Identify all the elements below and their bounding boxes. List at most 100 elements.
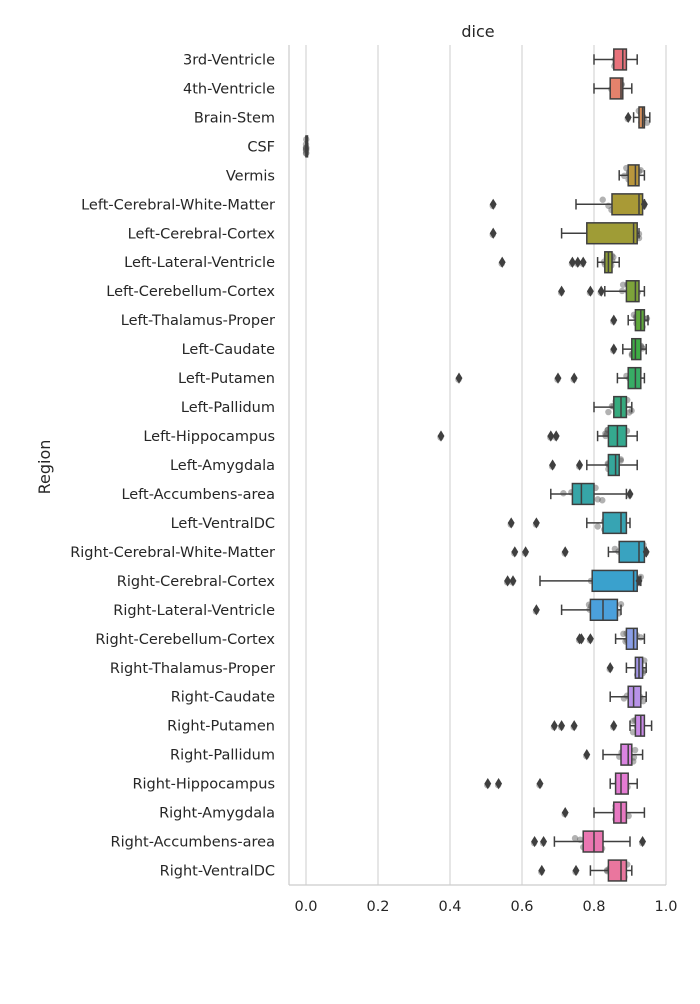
outlier-marker — [610, 720, 618, 732]
outlier-marker — [437, 430, 445, 442]
observation-point — [594, 523, 601, 530]
box-right-hippocampus — [484, 772, 638, 795]
y-tick-label: Right-Amygdala — [159, 806, 275, 822]
iqr-box — [618, 540, 646, 564]
outlier-marker — [532, 604, 540, 616]
outlier-marker — [554, 372, 562, 384]
outlier-marker — [642, 546, 650, 558]
y-tick-label: Left-Hippocampus — [143, 429, 275, 445]
y-tick-label: 4th-Ventricle — [183, 81, 275, 97]
y-tick-label: Left-VentralDC — [171, 516, 275, 532]
outlier-marker — [455, 372, 463, 384]
outlier-marker — [484, 778, 492, 790]
observation-point — [611, 545, 619, 553]
outlier-marker — [610, 343, 618, 355]
outlier-marker — [635, 575, 643, 587]
y-tick-label: 3rd-Ventricle — [183, 52, 275, 68]
iqr-box — [613, 801, 628, 824]
y-tick-label: Vermis — [226, 168, 275, 184]
box-3rd-ventricle — [593, 48, 638, 71]
observation-point — [640, 697, 647, 705]
iqr-box — [611, 193, 644, 216]
observation-point — [643, 119, 651, 126]
iqr-box — [591, 569, 638, 593]
y-tick-label: Left-Cerebellum-Cortex — [106, 284, 275, 300]
outlier-marker — [570, 372, 578, 384]
y-tick-label: Right-Caudate — [171, 690, 275, 706]
iqr-box — [589, 598, 619, 622]
outlier-marker — [536, 778, 544, 790]
box-left-cerebellum-cortex — [558, 280, 646, 303]
outlier-marker — [561, 806, 569, 819]
y-tick-label: Right-Thalamus-Proper — [110, 661, 275, 677]
y-tick-label: Right-Hippocampus — [132, 777, 275, 793]
observation-point — [605, 408, 612, 416]
y-tick-label: Right-Pallidum — [170, 748, 275, 764]
iqr-box — [627, 366, 642, 390]
spine-layer — [288, 45, 666, 886]
iqr-box — [571, 482, 595, 506]
y-tick-label: Left-Putamen — [178, 371, 275, 387]
iqr-box — [607, 453, 620, 477]
observation-point — [599, 196, 606, 203]
x-tick-label: 0.2 — [366, 899, 389, 915]
iqr-box — [627, 685, 642, 708]
outlier-marker — [558, 285, 566, 297]
outlier-marker — [538, 864, 546, 877]
x-tick-label: 0.6 — [510, 899, 533, 915]
box-brain-stem — [624, 106, 651, 129]
outlier-marker — [570, 720, 578, 732]
observation-point — [617, 601, 625, 608]
y-tick-label: Left-Amygdala — [170, 458, 275, 474]
box-left-accumbens-area — [550, 482, 634, 506]
observation-point — [631, 746, 639, 754]
box-right-cerebral-white-matter — [511, 540, 650, 564]
iqr-box — [634, 308, 646, 332]
y-axis-label: Region — [35, 440, 54, 495]
y-tick-label: Left-Pallidum — [181, 400, 275, 416]
outlier-marker — [522, 546, 530, 558]
iqr-box — [609, 77, 624, 100]
outlier-marker — [489, 227, 497, 239]
outlier-marker — [550, 720, 558, 732]
iqr-box — [631, 337, 642, 361]
box-left-lateral-ventricle — [498, 251, 620, 274]
iqr-box — [634, 714, 646, 737]
observation-point — [605, 202, 612, 209]
y-tick-label: Left-Lateral-Ventricle — [124, 255, 275, 271]
box-csf — [305, 135, 309, 158]
x-tick-label: 0.4 — [438, 899, 461, 915]
box-right-cerebellum-cortex — [576, 627, 646, 650]
iqr-box — [613, 48, 628, 71]
y-tick-label: Left-Accumbens-area — [121, 487, 275, 503]
y-tick-label: Right-Cerebral-Cortex — [117, 574, 276, 590]
box-left-pallidum — [593, 395, 633, 419]
y-tick-label: Left-Cerebral-White-Matter — [81, 197, 275, 213]
outlier-marker — [597, 285, 605, 297]
box-left-thalamus-proper — [610, 308, 649, 332]
outlier-marker — [489, 198, 497, 210]
outlier-marker — [507, 517, 515, 529]
outlier-marker — [586, 285, 594, 297]
label-layer: 0.0 0.2 0.4 0.6 0.8 1.0 3rd-Ventricle 4th-Ventr… — [70, 52, 677, 915]
observation-point — [602, 430, 609, 437]
outlier-marker — [568, 256, 576, 268]
y-tick-label: Right-Cerebellum-Cortex — [95, 632, 275, 648]
y-tick-label: Right-Putamen — [167, 719, 275, 735]
x-tick-label: 1.0 — [654, 899, 677, 915]
box-left-putamen — [455, 366, 646, 390]
x-tick-label: 0.0 — [294, 899, 317, 915]
iqr-box — [586, 222, 638, 245]
outlier-marker — [495, 778, 503, 790]
outlier-marker — [572, 864, 580, 877]
y-tick-label: Left-Caudate — [182, 342, 275, 358]
iqr-box — [602, 511, 628, 535]
box-left-amygdala — [549, 453, 638, 477]
box-left-cerebral-white-matter — [489, 193, 648, 216]
y-tick-label: CSF — [247, 139, 275, 155]
observation-point — [620, 630, 627, 638]
observation-point — [594, 496, 601, 503]
observation-point — [599, 497, 606, 504]
outlier-marker — [498, 256, 506, 268]
box-right-amygdala — [561, 801, 646, 824]
